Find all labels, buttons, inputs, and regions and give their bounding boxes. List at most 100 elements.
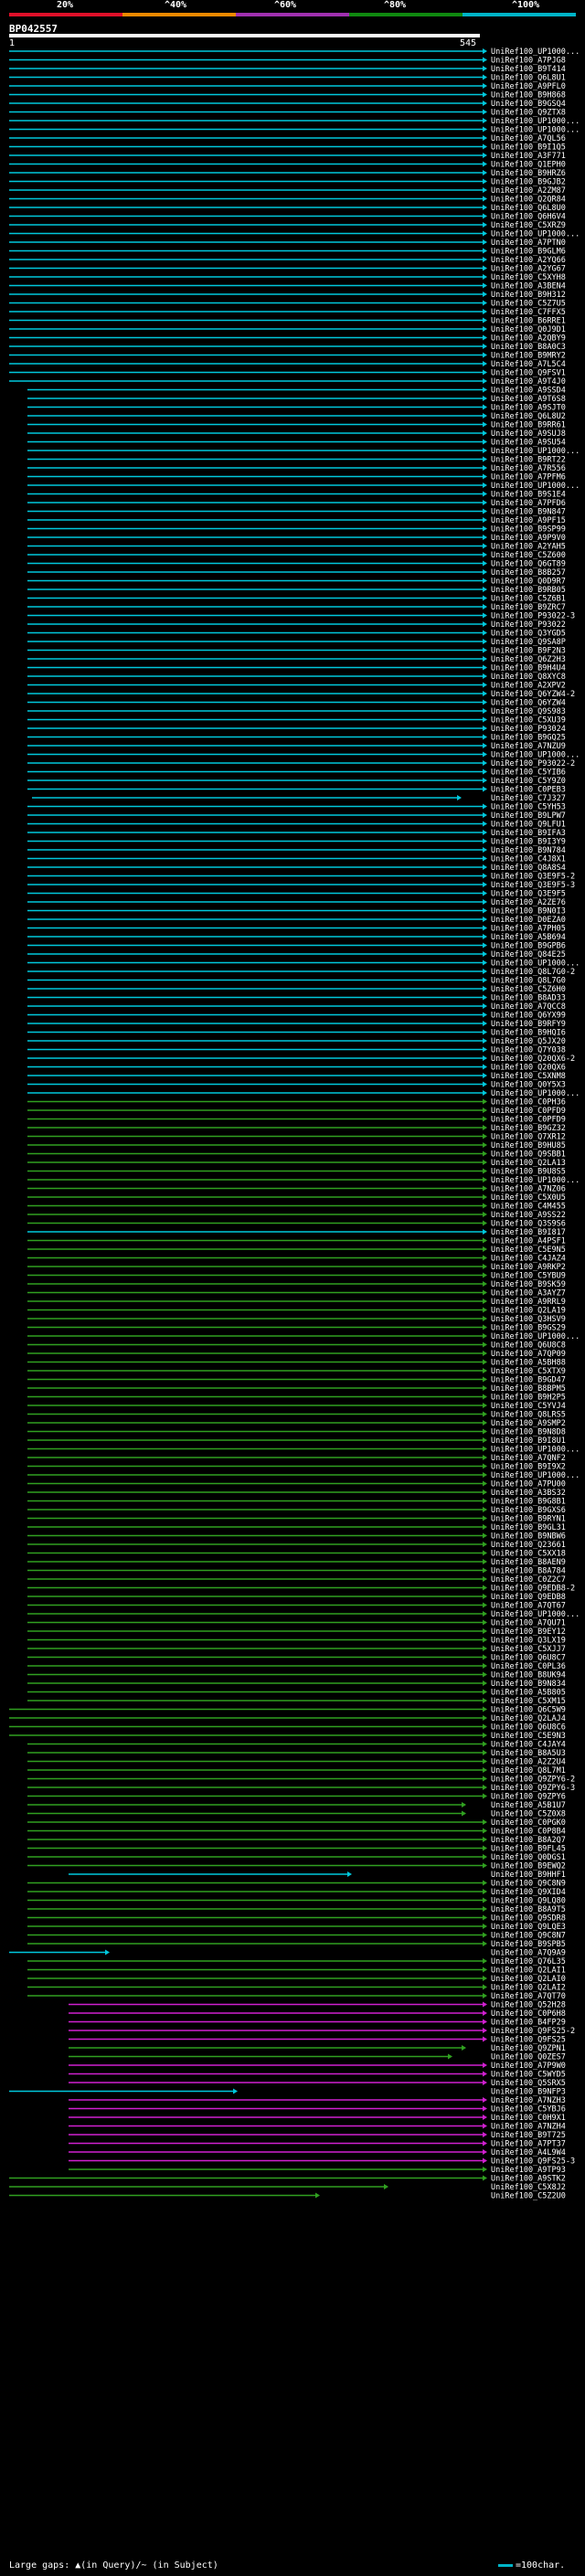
hit-name[interactable]: UniRef100_B9H312 xyxy=(491,291,566,300)
hit-row[interactable]: UniRef100_A7NZU9 xyxy=(27,742,566,751)
hit-row[interactable]: UniRef100_Q8L7M1 xyxy=(27,1766,566,1776)
hit-name[interactable]: UniRef100_B8A5U3 xyxy=(491,1749,566,1758)
hit-row[interactable]: UniRef100_B9I8U1 xyxy=(27,1436,566,1446)
hit-row[interactable]: UniRef100_C5Z6B1 xyxy=(27,595,566,604)
hit-name[interactable]: UniRef100_B9N847 xyxy=(491,508,566,517)
hit-name[interactable]: UniRef100_C5XU39 xyxy=(491,716,566,726)
hit-row[interactable]: UniRef100_B8A784 xyxy=(27,1567,566,1576)
hit-row[interactable]: UniRef100_A9SS22 xyxy=(27,1211,566,1220)
hit-name[interactable]: UniRef100_B9EWQ2 xyxy=(491,1862,566,1871)
hit-row[interactable]: UniRef100_P93022-3 xyxy=(27,612,575,621)
hit-row[interactable]: UniRef100_B9N784 xyxy=(27,846,566,855)
hit-row[interactable]: UniRef100_Q9FSV1 xyxy=(9,369,566,378)
hit-name[interactable]: UniRef100_B9I817 xyxy=(491,1228,566,1237)
hit-row[interactable]: UniRef100_B9RR61 xyxy=(27,421,566,430)
hit-name[interactable]: UniRef100_Q6U8C7 xyxy=(491,1654,566,1663)
hit-name[interactable]: UniRef100_B9GPB6 xyxy=(491,942,566,951)
hit-row[interactable]: UniRef100_A7R556 xyxy=(27,464,566,473)
hit-name[interactable]: UniRef100_C5Z0X8 xyxy=(491,1810,566,1819)
hit-row[interactable]: UniRef100_Q9ZPY6-2 xyxy=(27,1776,575,1785)
hit-row[interactable]: UniRef100_A3F771 xyxy=(9,152,566,161)
hit-name[interactable]: UniRef100_A7PTN0 xyxy=(491,239,566,248)
hit-name[interactable]: UniRef100_B9LPW7 xyxy=(491,811,566,821)
hit-name[interactable]: UniRef100_A2QBY9 xyxy=(491,334,566,344)
hit-name[interactable]: UniRef100_UP1000... xyxy=(491,1446,580,1455)
hit-name[interactable]: UniRef100_B8A0C3 xyxy=(491,343,566,352)
hit-name[interactable]: UniRef100_Q8L7G0-2 xyxy=(491,968,575,977)
hit-row[interactable]: UniRef100_B4FP29 xyxy=(69,2019,566,2028)
hit-name[interactable]: UniRef100_A9RKP2 xyxy=(491,1263,566,1272)
hit-row[interactable]: UniRef100_Q9FS25 xyxy=(69,2036,566,2045)
hit-name[interactable]: UniRef100_Q9SBB1 xyxy=(491,1150,566,1160)
hit-row[interactable]: UniRef100_A2YAH5 xyxy=(27,543,566,552)
hit-name[interactable]: UniRef100_C0P8B4 xyxy=(491,1828,566,1837)
hit-name[interactable]: UniRef100_Q9SA8P xyxy=(491,638,566,647)
hit-name[interactable]: UniRef100_C4JAY4 xyxy=(491,1741,566,1750)
hit-row[interactable]: UniRef100_A7NZH4 xyxy=(69,2123,566,2132)
hit-name[interactable]: UniRef100_Q8XYC8 xyxy=(491,673,566,682)
hit-name[interactable]: UniRef100_A2YQ66 xyxy=(491,256,566,265)
hit-name[interactable]: UniRef100_A2YG67 xyxy=(491,265,566,274)
hit-row[interactable]: UniRef100_A5BH88 xyxy=(27,1359,566,1368)
hit-row[interactable]: UniRef100_B8UK94 xyxy=(27,1671,566,1680)
hit-row[interactable]: UniRef100_B9SP99 xyxy=(27,525,566,535)
hit-row[interactable]: UniRef100_Q0J9D1 xyxy=(9,325,566,334)
hit-row[interactable]: UniRef100_Q9SA8P xyxy=(27,638,566,647)
hit-name[interactable]: UniRef100_UP1000... xyxy=(491,230,580,239)
hit-row[interactable]: UniRef100_UP1000... xyxy=(27,447,580,456)
hit-row[interactable]: UniRef100_Q6H6V4 xyxy=(9,213,566,222)
hit-name[interactable]: UniRef100_C5XM15 xyxy=(491,1697,566,1706)
hit-name[interactable]: UniRef100_B9H2P5 xyxy=(491,1394,566,1403)
hit-name[interactable]: UniRef100_Q9FS25 xyxy=(491,2036,566,2045)
hit-name[interactable]: UniRef100_C5YBJ6 xyxy=(491,2105,566,2115)
hit-row[interactable]: UniRef100_A3BEN4 xyxy=(9,282,566,292)
hit-name[interactable]: UniRef100_Q9EDB8 xyxy=(491,1593,566,1602)
hit-row[interactable]: UniRef100_A7QT67 xyxy=(27,1602,566,1611)
hit-row[interactable]: UniRef100_Q3E9F5 xyxy=(27,890,566,899)
hit-name[interactable]: UniRef100_A4PSF1 xyxy=(491,1237,566,1246)
hit-row[interactable]: UniRef100_P93022 xyxy=(27,620,566,630)
hit-name[interactable]: UniRef100_C5XYH8 xyxy=(491,273,566,282)
hit-row[interactable]: UniRef100_Q3S9S6 xyxy=(27,1220,566,1229)
hit-name[interactable]: UniRef100_A7QNF2 xyxy=(491,1454,566,1463)
hit-row[interactable]: UniRef100_UP1000... xyxy=(9,126,580,135)
hit-row[interactable]: UniRef100_Q9LQE3 xyxy=(27,1923,566,1932)
hit-row[interactable]: UniRef100_B9N0I3 xyxy=(27,907,566,917)
hit-name[interactable]: UniRef100_B9EY12 xyxy=(491,1627,566,1637)
hit-row[interactable]: UniRef100_A5B694 xyxy=(27,933,566,942)
hit-name[interactable]: UniRef100_C5XX18 xyxy=(491,1550,566,1559)
hit-name[interactable]: UniRef100_A4L9W4 xyxy=(491,2148,566,2157)
hit-name[interactable]: UniRef100_C0Z2C7 xyxy=(491,1575,566,1585)
hit-name[interactable]: UniRef100_C5X0U5 xyxy=(491,1193,566,1203)
hit-name[interactable]: UniRef100_B6RRE1 xyxy=(491,317,566,326)
hit-name[interactable]: UniRef100_B8B257 xyxy=(491,568,566,578)
hit-row[interactable]: UniRef100_Q6C5W9 xyxy=(9,1706,566,1715)
hit-row[interactable]: UniRef100_B9N8D8 xyxy=(27,1428,566,1437)
hit-row[interactable]: UniRef100_B9I3Y9 xyxy=(27,838,566,847)
hit-row[interactable]: UniRef100_C5Z6H0 xyxy=(27,985,566,994)
hit-row[interactable]: UniRef100_Q9SDR8 xyxy=(27,1914,566,1924)
hit-row[interactable]: UniRef100_A9RKP2 xyxy=(27,1263,566,1272)
hit-name[interactable]: UniRef100_Q9FSV1 xyxy=(491,369,566,378)
hit-name[interactable]: UniRef100_UP1000... xyxy=(491,751,580,760)
hit-name[interactable]: UniRef100_B9GQ25 xyxy=(491,734,566,743)
hit-row[interactable]: UniRef100_A7QP09 xyxy=(27,1350,566,1359)
hit-row[interactable]: UniRef100_C0PEB3 xyxy=(27,786,566,795)
hit-name[interactable]: UniRef100_C5Y9Z0 xyxy=(491,777,566,786)
hit-name[interactable]: UniRef100_Q5SRX5 xyxy=(491,2079,566,2088)
hit-name[interactable]: UniRef100_B8A784 xyxy=(491,1567,566,1576)
hit-name[interactable]: UniRef100_P93022 xyxy=(491,620,566,630)
hit-name[interactable]: UniRef100_B9GZ32 xyxy=(491,1124,566,1133)
hit-name[interactable]: UniRef100_B8BPM5 xyxy=(491,1384,566,1394)
hit-row[interactable]: UniRef100_B9RYN1 xyxy=(27,1515,566,1524)
hit-row[interactable]: UniRef100_B9IFA3 xyxy=(27,829,566,838)
hit-row[interactable]: UniRef100_A7QNF2 xyxy=(27,1454,566,1463)
hit-row[interactable]: UniRef100_A7PFD6 xyxy=(27,499,566,508)
hit-row[interactable]: UniRef100_B8B257 xyxy=(27,568,566,578)
hit-row[interactable]: UniRef100_Q3LX19 xyxy=(27,1637,566,1646)
hit-name[interactable]: UniRef100_Q9LFU1 xyxy=(491,821,566,830)
hit-row[interactable]: UniRef100_Q9ZTX8 xyxy=(9,109,566,118)
hit-row[interactable]: UniRef100_B9RFY9 xyxy=(27,1020,566,1029)
hit-row[interactable]: UniRef100_C5WYD5 xyxy=(69,2071,566,2080)
hit-name[interactable]: UniRef100_B9HQI6 xyxy=(491,1029,566,1038)
